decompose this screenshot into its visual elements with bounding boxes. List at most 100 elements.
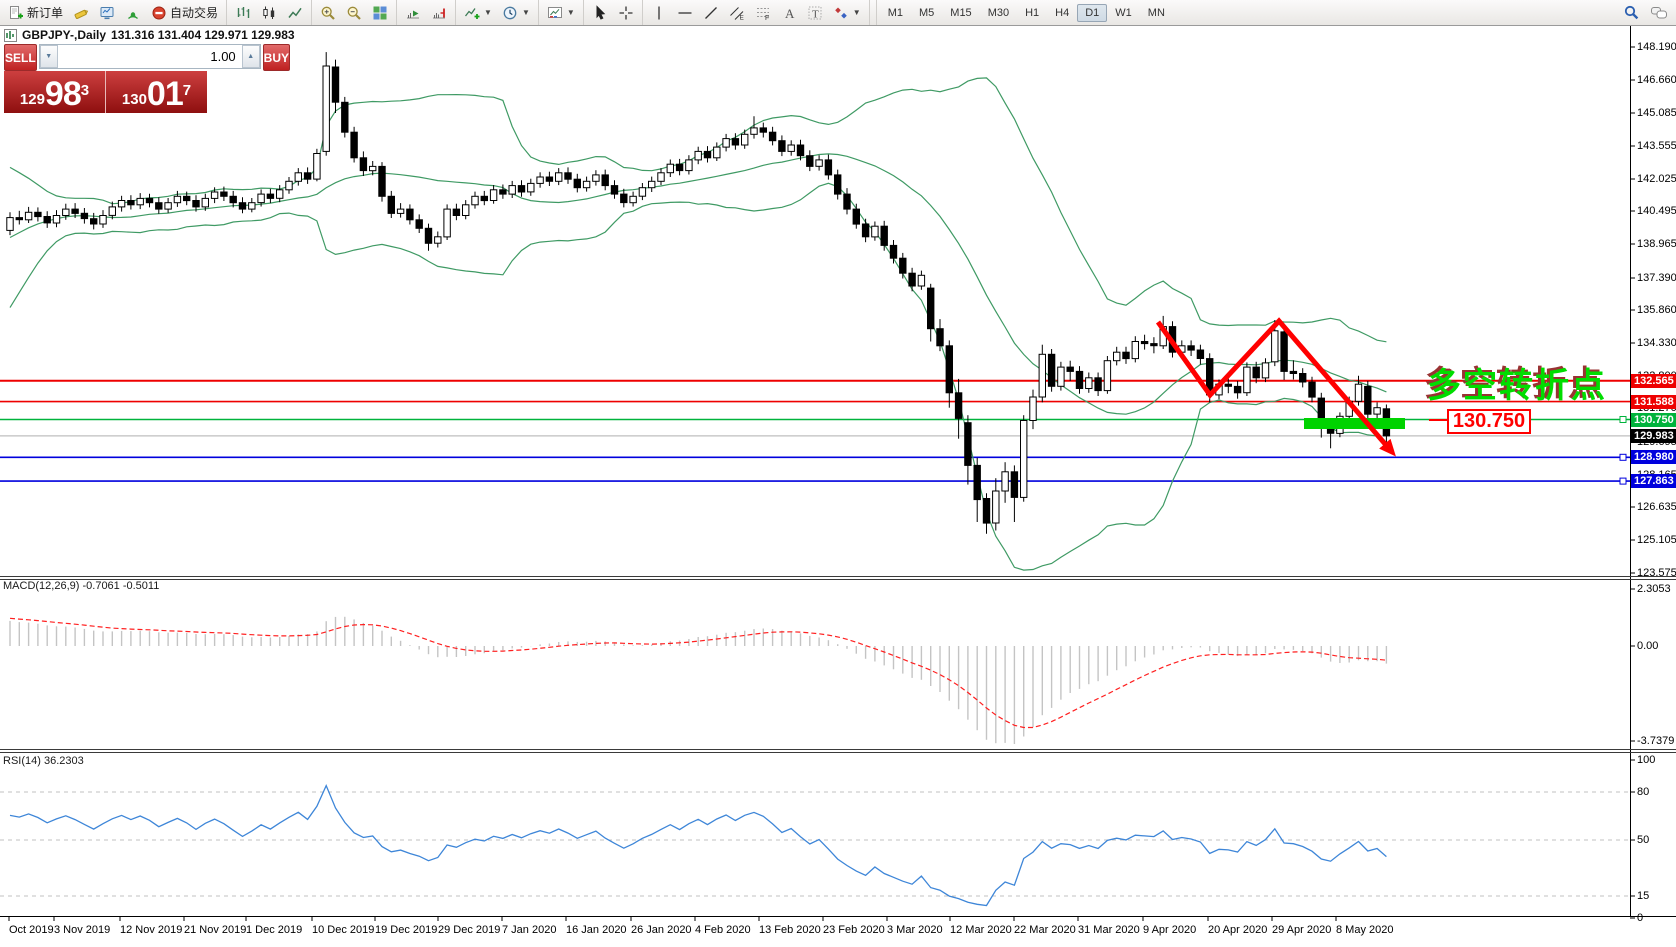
periods-button[interactable]: ▼ [497,1,535,24]
auto-scroll-button[interactable] [400,1,426,24]
toolbar-group [868,0,876,25]
trendline-button[interactable] [698,1,724,24]
timeframe-w1-button[interactable]: W1 [1115,6,1132,19]
svg-text:A: A [785,6,795,21]
new-order-label: 新订单 [27,6,64,20]
doc-plus-icon [10,5,23,19]
timeframe-mn-button[interactable]: MN [1147,6,1165,19]
toolbar-group [1615,0,1676,25]
indicators-button[interactable]: ▼ [459,1,497,24]
timeframe-m5-button[interactable]: M5 [919,6,935,19]
chat-icon [1651,6,1667,18]
autotrading-button[interactable]: 自动交易 [146,1,223,24]
buy-price-sup: 7 [182,82,192,99]
date-axis-label: 13 Feb 2020 [759,924,821,936]
trendline-icon [704,6,717,19]
timeframe-h4-button[interactable]: H4 [1055,6,1070,19]
sell-price-tile[interactable]: 129 98 3 [4,71,106,113]
chart-title: GBPJPY-,Daily 131.316 131.404 129.971 12… [4,28,295,42]
tile-windows-button[interactable] [367,1,393,24]
timeframe-m30-button[interactable]: M30 [987,6,1010,19]
timeframe-m1-button[interactable]: M1 [887,6,903,19]
rsi-indicator-label: RSI(14) 36.2303 [3,755,84,767]
cursor-icon [596,4,606,20]
date-axis-label: 3 Mar 2020 [887,924,943,936]
vline-icon [658,6,660,19]
textA-icon: A [785,6,795,21]
fibonacci-button[interactable]: F [750,1,776,24]
price-axis-tick: 145.085 [1637,107,1676,119]
equidistant-channel-button[interactable]: E [724,1,750,24]
sell-price-sup: 3 [80,82,90,99]
crosshair-button[interactable] [613,1,639,24]
chevron-down-icon: ▼ [852,8,861,17]
price-tag-129.983: 129.983 [1631,429,1676,443]
sell-price-big: 98 [44,75,82,113]
buy-button[interactable]: BUY [262,44,291,71]
text-label-button[interactable]: T [802,1,828,24]
toolbar-group [396,0,455,25]
timeframe-d1-button[interactable]: D1 [1077,3,1108,22]
macd-indicator-label: MACD(12,26,9) -0.7061 -0.5011 [3,580,160,592]
text-button[interactable]: A [776,1,802,24]
timeframe-h1-button[interactable]: H1 [1025,6,1040,19]
bar-chart-mode-button[interactable] [230,1,256,24]
date-axis-label: 12 Mar 2020 [950,924,1012,936]
main-toolbar: 新订单 自动交易 ▼ ▼ ▼ E F A T ▼ M1 M5 M15 M30 H1 H4 D1 W1 MN [0,0,1676,26]
templates-button[interactable]: ▼ [542,1,580,24]
navigator-button[interactable] [120,1,146,24]
price-axis-tick: 148.190 [1637,41,1676,53]
date-axis-label: 1 Dec 2019 [246,924,303,936]
buy-price-prefix: 130 [121,91,147,108]
chart-shift-button[interactable] [426,1,452,24]
chart-profile-button[interactable] [68,1,94,24]
arrows-icon [834,7,847,18]
crosshair-icon [619,6,633,19]
tiles-icon [373,6,387,19]
svg-text:E: E [739,14,744,21]
search-icon [1624,5,1639,20]
turning-point-annotation: 多空转折点 [1427,367,1607,405]
sell-button[interactable]: SELL [4,44,37,71]
buy-price-big: 01 [146,75,184,113]
line-chart-mode-button[interactable] [282,1,308,24]
volume-increase-button[interactable]: ▲ [241,45,260,68]
macd-axis-tick: 0.00 [1637,640,1659,652]
template-icon [547,6,562,18]
arrows-button[interactable]: ▼ [828,1,866,24]
channel-icon: E [729,6,744,21]
toolbar-group [311,0,396,25]
date-axis-label: 9 Apr 2020 [1143,924,1197,936]
zoomin-icon [321,6,335,20]
toolbar-group [582,0,642,25]
price-tag-131.588: 131.588 [1631,395,1676,409]
volume-input[interactable] [57,45,242,68]
toolbar-group: 新订单 自动交易 [0,0,226,25]
date-axis-label: 20 Apr 2020 [1208,924,1268,936]
date-axis-label: 23 Feb 2020 [823,924,885,936]
market-watch-button[interactable] [94,1,120,24]
date-axis-label: 26 Jan 2020 [631,924,692,936]
candle-chart-mode-button[interactable] [256,1,282,24]
community-button[interactable] [1645,1,1673,24]
monitor-icon [100,6,114,19]
horizontal-line-button[interactable] [672,1,698,24]
zoom-in-button[interactable] [315,1,341,24]
autotrading-label: 自动交易 [170,6,219,20]
new-order-button[interactable]: 新订单 [3,1,68,24]
fibo-icon: F [756,7,769,21]
rsi-axis-tick: 0 [1637,912,1644,924]
vertical-line-button[interactable] [646,1,672,24]
date-axis-label: 29 Dec 2019 [438,924,501,936]
timeframe-m15-button[interactable]: M15 [950,6,972,19]
search-button[interactable] [1618,1,1645,24]
buy-price-tile[interactable]: 130 01 7 [106,71,207,113]
cursor-button[interactable] [587,1,613,24]
volume-decrease-button[interactable]: ▼ [39,45,58,68]
zoom-out-button[interactable] [341,1,367,24]
date-axis-label: 19 Dec 2019 [375,924,438,936]
price-axis-tick: 126.635 [1637,501,1676,513]
price-tag-130.750: 130.750 [1631,413,1676,427]
